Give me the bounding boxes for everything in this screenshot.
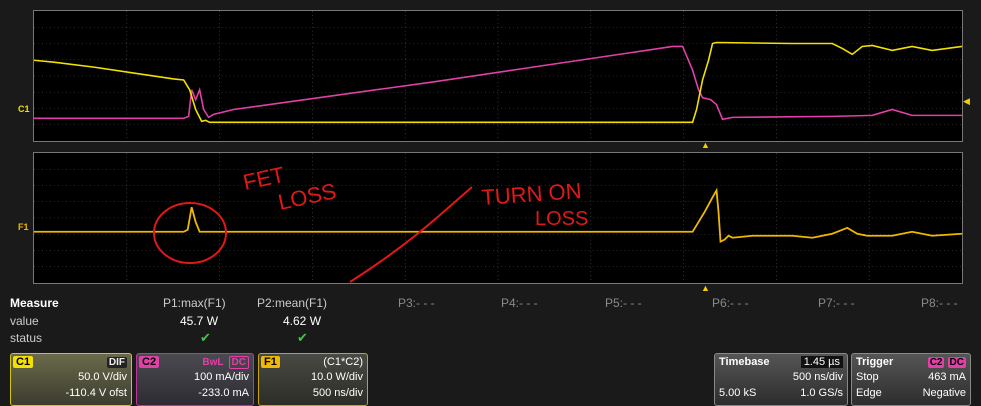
timebase-delay: 1.45 µs — [800, 356, 843, 368]
trigger-coupling-badge: DC — [947, 357, 966, 368]
row-label-value: value — [10, 314, 39, 328]
row-label-status: status — [10, 331, 43, 345]
c2-dc-badge: DC — [228, 356, 249, 369]
c1-tag: C1 — [13, 356, 34, 368]
trigger-descriptor[interactable]: Trigger C2 DC Stop 463 mA Edge Negative — [851, 353, 971, 406]
param-p6-name[interactable]: P6:- - - — [712, 296, 749, 310]
c1-trace — [34, 45, 962, 121]
param-p2-status: ✔ — [297, 330, 308, 345]
c2-tag: C2 — [139, 356, 160, 368]
c2-trace — [34, 41, 962, 124]
c2-offset: -233.0 mA — [198, 387, 249, 399]
trigger-slope: Negative — [922, 387, 966, 399]
c1-scale: 50.0 V/div — [78, 371, 127, 383]
timebase-rate: 1.0 GS/s — [800, 387, 843, 399]
timebase-descriptor[interactable]: Timebase 1.45 µs 500 ns/div 5.00 kS 1.0 … — [714, 353, 848, 406]
param-p1-value: 45.7 W — [180, 314, 219, 328]
param-p3-name[interactable]: P3:- - - — [398, 296, 435, 310]
param-p7-name[interactable]: P7:- - - — [818, 296, 855, 310]
f1-expression: (C1*C2) — [323, 356, 363, 368]
lower-waveform-area — [34, 153, 962, 283]
trigger-source-badge: C2 — [927, 357, 945, 368]
f1-channel-marker[interactable]: F1 — [18, 222, 29, 232]
trigger-type: Edge — [856, 387, 882, 399]
trigger-level: 463 mA — [928, 371, 966, 383]
c1-descriptor[interactable]: C1 DIF 50.0 V/div -110.4 V ofst — [10, 353, 132, 406]
f1-descriptor[interactable]: F1 (C1*C2) 10.0 W/div 500 ns/div — [258, 353, 368, 406]
c1-dif-badge: DIF — [106, 357, 127, 368]
trigger-level-marker[interactable]: ◀ — [963, 96, 970, 106]
c1-channel-marker[interactable]: C1 — [18, 104, 30, 114]
measure-table: Measure value status P1:max(F1) 45.7 W ✔… — [0, 292, 981, 352]
f1-time-scale: 500 ns/div — [312, 387, 363, 399]
f1-tag: F1 — [261, 356, 280, 368]
trigger-mode: Stop — [856, 371, 879, 383]
c1-offset: -110.4 V ofst — [65, 387, 127, 399]
timebase-per-div: 500 ns/div — [792, 371, 843, 383]
trigger-time-marker-upper[interactable]: ▲ — [701, 140, 710, 150]
param-p1-name[interactable]: P1:max(F1) — [163, 296, 226, 310]
measure-header[interactable]: Measure — [10, 296, 59, 310]
upper-grid — [33, 10, 963, 142]
param-p2-name[interactable]: P2:mean(F1) — [257, 296, 328, 310]
c2-bwl-badge: BwL — [202, 357, 224, 368]
upper-waveform-area — [34, 11, 962, 141]
param-p2-value: 4.62 W — [283, 314, 322, 328]
param-p1-status: ✔ — [200, 330, 211, 345]
param-p8-name[interactable]: P8:- - - — [921, 296, 958, 310]
param-p4-name[interactable]: P4:- - - — [501, 296, 538, 310]
timebase-label: Timebase — [719, 356, 770, 368]
timebase-samples: 5.00 kS — [719, 387, 757, 399]
f1-scale: 10.0 W/div — [311, 371, 363, 383]
trigger-label: Trigger — [856, 356, 894, 368]
trigger-time-marker-lower[interactable]: ▲ — [701, 283, 710, 293]
c2-descriptor[interactable]: C2 BwL DC 100 mA/div -233.0 mA — [136, 353, 254, 406]
c2-scale: 100 mA/div — [193, 371, 249, 383]
param-p5-name[interactable]: P5:- - - — [605, 296, 642, 310]
lower-grid — [33, 152, 963, 284]
